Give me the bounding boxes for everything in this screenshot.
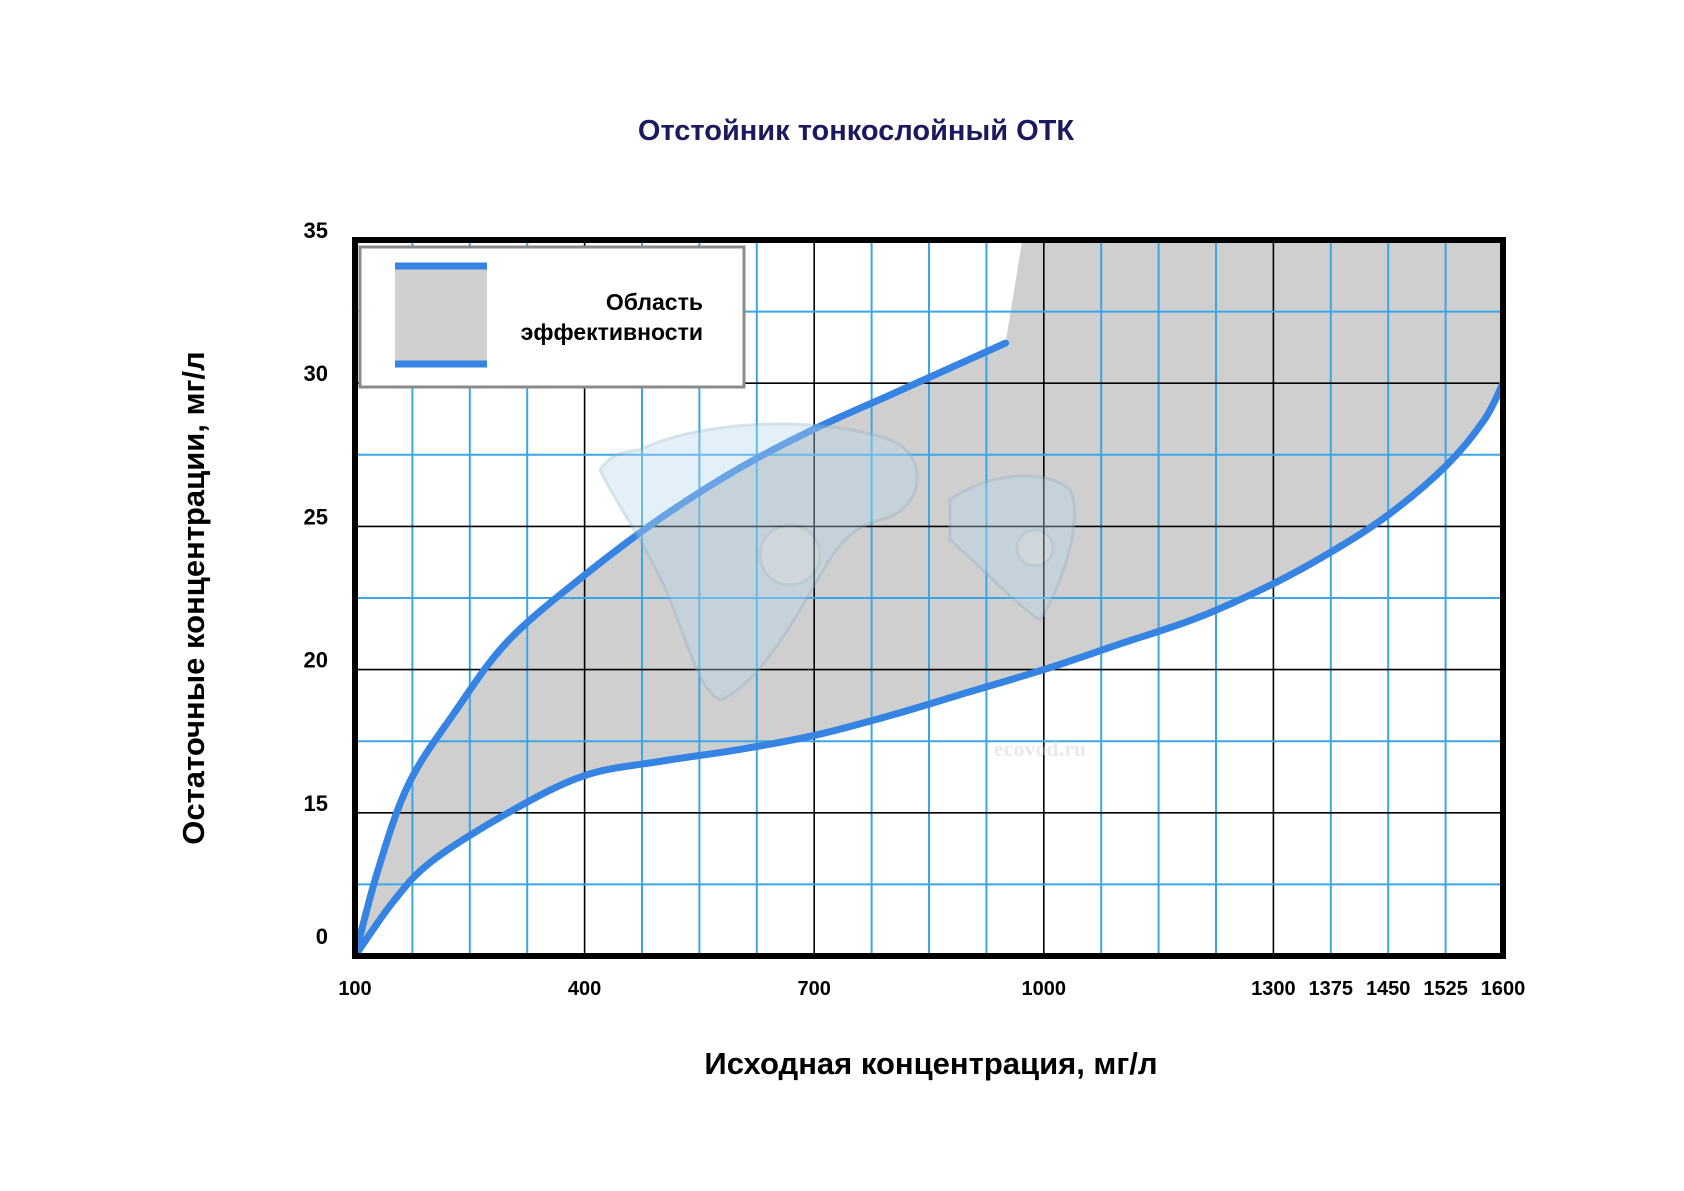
y-tick-label: 20 (304, 648, 328, 673)
watermark-text: ecovod.ru (994, 736, 1086, 761)
x-tick-label: 700 (798, 978, 831, 1000)
watermark-logo: ecovod.ru (598, 422, 1086, 761)
x-tick-label: 1375 (1309, 978, 1354, 1000)
x-tick-label: 1300 (1251, 978, 1296, 1000)
plot-frame (352, 237, 1506, 959)
x-axis-label: Исходная концентрация, мг/л (704, 1046, 1157, 1081)
legend: Область эффективности (358, 245, 746, 389)
x-tick-label: 100 (338, 978, 371, 1000)
curves (355, 339, 1503, 956)
x-tick-label: 1000 (1022, 978, 1067, 1000)
legend-label-line1: Область (606, 289, 703, 315)
y-tick-label: 25 (304, 504, 328, 529)
x-tick-label: 1525 (1423, 978, 1468, 1000)
x-tick-label: 1600 (1481, 978, 1526, 1000)
y-tick-label: 0 (316, 924, 328, 949)
legend-swatch (395, 266, 487, 364)
y-tick-label: 30 (304, 361, 328, 386)
x-tick-label: 1450 (1366, 978, 1411, 1000)
y-tick-label: 15 (304, 791, 328, 816)
upper-boundary-line (355, 339, 1010, 956)
x-axis-ticks: 100 400 700 1000 1300 1375 1450 1525 1600 (338, 978, 1525, 1000)
x-tick-label: 400 (568, 978, 601, 1000)
y-tick-label: 35 (304, 218, 328, 243)
chart-title: Отстойник тонкослойный ОТК (638, 115, 1074, 147)
lower-boundary-line (355, 379, 1503, 956)
y-axis-label: Остаточные концентрации, мг/л (176, 351, 211, 844)
y-axis-ticks: 0 15 20 25 30 35 (304, 218, 328, 949)
legend-label-line2: эффективности (521, 319, 703, 345)
